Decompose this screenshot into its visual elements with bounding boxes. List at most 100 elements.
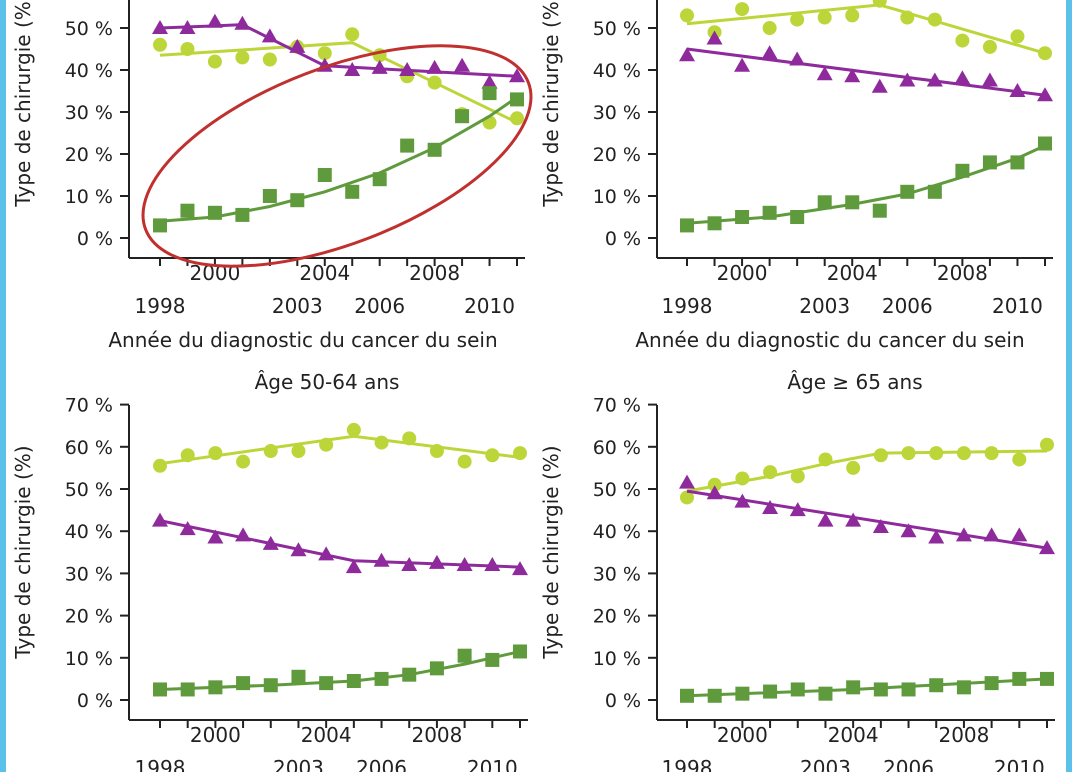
y-tick-label: 30 % bbox=[593, 102, 641, 124]
data-point-square bbox=[927, 184, 942, 199]
data-point-circle bbox=[153, 458, 167, 473]
data-point-circle bbox=[790, 469, 805, 484]
x-tick-label-upper: 2000 bbox=[190, 723, 241, 747]
data-point-triangle bbox=[207, 529, 224, 544]
data-point-square bbox=[485, 652, 500, 667]
data-point-square bbox=[845, 195, 860, 210]
data-point-square bbox=[707, 216, 722, 231]
data-point-circle bbox=[1040, 437, 1054, 452]
data-point-triangle bbox=[844, 68, 861, 83]
data-point-triangle bbox=[345, 559, 362, 574]
data-point-circle bbox=[236, 454, 251, 469]
data-point-square bbox=[1010, 155, 1025, 170]
y-tick-label: 40 % bbox=[65, 521, 113, 543]
data-point-circle bbox=[680, 8, 694, 23]
data-point-square bbox=[236, 676, 251, 691]
data-point-triangle bbox=[955, 527, 972, 542]
data-point-triangle bbox=[1011, 527, 1028, 542]
x-tick-label-lower: 1998 bbox=[662, 294, 713, 318]
data-point-square bbox=[1038, 136, 1052, 151]
data-point-triangle bbox=[399, 62, 416, 76]
x-tick-label-lower: 2006 bbox=[356, 756, 407, 772]
panel-title: Âge 50-64 ans bbox=[255, 370, 400, 394]
data-point-square bbox=[510, 92, 524, 107]
data-point-square bbox=[482, 86, 497, 101]
data-point-circle bbox=[207, 54, 222, 69]
data-point-triangle bbox=[152, 512, 168, 527]
data-point-triangle bbox=[899, 72, 916, 87]
data-point-triangle bbox=[484, 556, 501, 571]
y-tick-label: 30 % bbox=[593, 563, 641, 585]
y-tick-label: 30 % bbox=[65, 102, 113, 124]
data-point-triangle bbox=[179, 521, 196, 536]
data-point-triangle bbox=[845, 512, 862, 527]
data-point-square bbox=[955, 163, 970, 178]
data-point-circle bbox=[707, 477, 722, 492]
data-point-square bbox=[346, 674, 361, 689]
x-tick-label-upper: 2004 bbox=[827, 261, 878, 285]
data-point-square bbox=[1040, 671, 1054, 686]
trend-line-triangle bbox=[686, 47, 1046, 97]
data-point-circle bbox=[208, 446, 223, 461]
x-tick-label-lower: 2010 bbox=[994, 756, 1045, 772]
data-point-square bbox=[180, 682, 195, 697]
x-tick-label-upper: 2004 bbox=[299, 261, 350, 285]
data-point-circle bbox=[955, 33, 970, 48]
data-point-square bbox=[762, 205, 777, 220]
highlight-ellipse bbox=[141, 44, 533, 268]
y-tick-label: 40 % bbox=[65, 60, 113, 82]
data-point-circle bbox=[956, 446, 971, 461]
x-axis-title: Année du diagnostic du cancer du sein bbox=[108, 328, 497, 352]
data-point-triangle bbox=[1037, 87, 1053, 102]
data-point-triangle bbox=[512, 561, 528, 576]
x-tick-label-lower: 2006 bbox=[882, 294, 933, 318]
data-point-circle bbox=[427, 75, 442, 90]
data-point-square bbox=[291, 669, 306, 684]
trend-line-square bbox=[159, 96, 518, 223]
data-point-square bbox=[790, 682, 805, 697]
data-point-triangle bbox=[289, 38, 306, 53]
data-point-triangle bbox=[928, 529, 945, 544]
data-point-square bbox=[680, 688, 694, 703]
data-point-square bbox=[1012, 671, 1027, 686]
data-point-square bbox=[763, 684, 778, 699]
data-point-circle bbox=[346, 422, 361, 437]
data-point-circle bbox=[402, 431, 417, 446]
data-point-circle bbox=[1012, 452, 1027, 467]
data-point-triangle bbox=[428, 554, 445, 569]
data-point-triangle bbox=[734, 57, 751, 72]
data-point-square bbox=[402, 667, 417, 682]
y-axis-title: Type de chirurgie (%) bbox=[11, 445, 35, 659]
data-point-triangle bbox=[761, 45, 778, 60]
data-point-circle bbox=[291, 444, 306, 459]
data-point-triangle bbox=[679, 47, 695, 62]
x-tick-label-upper: 2000 bbox=[717, 261, 768, 285]
data-point-circle bbox=[735, 2, 750, 17]
data-point-triangle bbox=[1039, 540, 1055, 555]
data-point-triangle bbox=[871, 78, 888, 93]
data-point-circle bbox=[345, 27, 360, 42]
data-point-circle bbox=[846, 460, 861, 475]
data-point-triangle bbox=[706, 485, 723, 500]
data-point-triangle bbox=[706, 30, 723, 45]
data-point-square bbox=[208, 680, 223, 695]
data-point-square bbox=[235, 207, 250, 222]
data-point-circle bbox=[317, 46, 332, 61]
y-tick-label: 10 % bbox=[593, 186, 641, 208]
data-point-circle bbox=[901, 446, 916, 461]
data-point-triangle bbox=[900, 523, 917, 538]
data-point-square bbox=[262, 189, 277, 203]
x-tick-label-lower: 2003 bbox=[800, 756, 851, 772]
data-point-square bbox=[400, 138, 415, 153]
data-point-square bbox=[372, 172, 387, 187]
x-tick-label-lower: 2003 bbox=[272, 294, 323, 318]
y-tick-label: 60 % bbox=[593, 437, 641, 459]
data-point-triangle bbox=[261, 28, 278, 43]
data-point-square bbox=[429, 661, 444, 676]
data-point-circle bbox=[180, 448, 195, 463]
x-tick-label-lower: 1998 bbox=[662, 756, 713, 772]
x-axis-title: Année du diagnostic du cancer du sein bbox=[635, 328, 1024, 352]
x-tick-label-lower: 2003 bbox=[799, 294, 850, 318]
data-point-circle bbox=[429, 444, 444, 459]
